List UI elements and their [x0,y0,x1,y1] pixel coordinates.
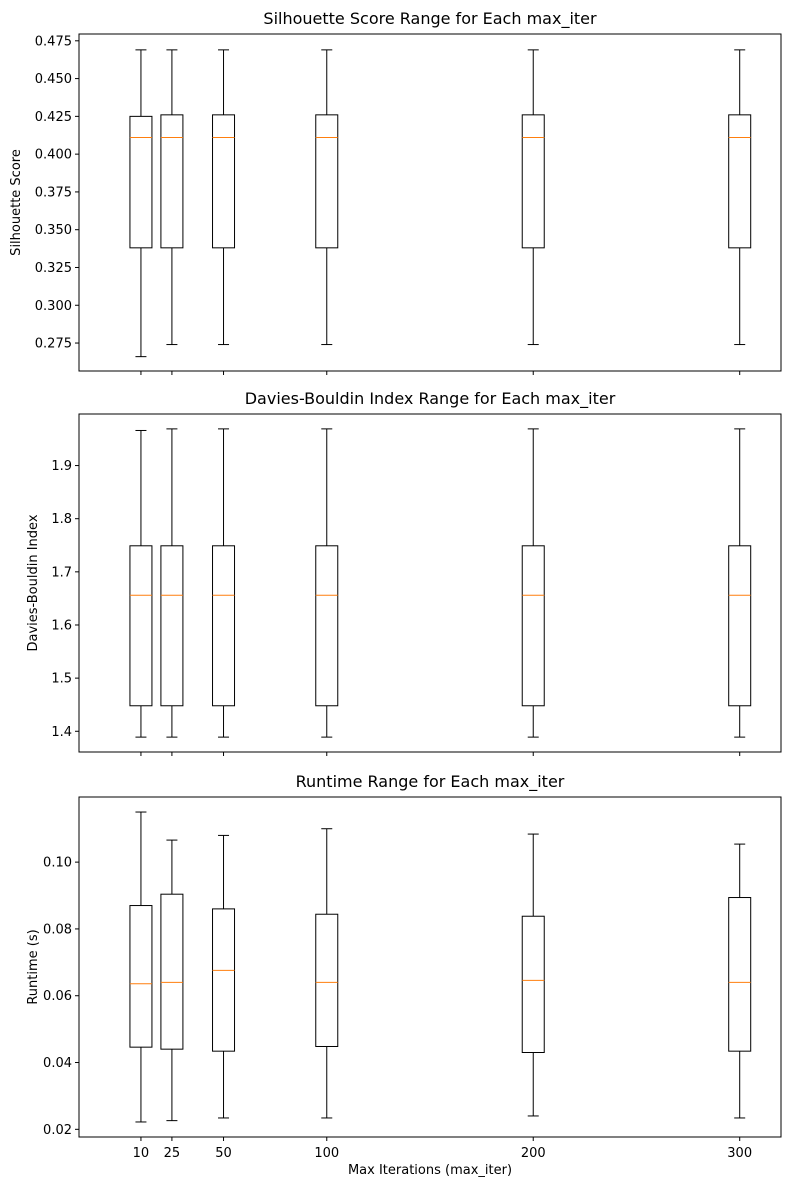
box-25 [160,428,184,738]
y-tick-label: 0.450 [35,72,72,87]
iqr-box [728,897,752,1052]
x-axis-label: Max Iterations (max_iter) [348,1163,512,1178]
iqr-box [129,545,153,707]
iqr-box [315,114,339,249]
plot-frame [78,796,782,1138]
y-tick-label: 0.325 [35,261,72,276]
y-tick-label: 0.275 [35,337,72,352]
iqr-box [521,545,545,707]
iqr-box [315,545,339,707]
x-tick-label: 100 [314,1146,339,1161]
iqr-box [160,114,184,249]
box-200 [521,833,545,1117]
box-200 [521,428,545,738]
box-200 [521,49,545,346]
panel-3: Runtime Range for Each max_iter Runtime (… [26,772,782,1178]
y-tick-label: 0.10 [43,856,72,871]
iqr-box [129,905,153,1048]
plot-frame [78,33,782,372]
x-tick-label: 300 [727,1146,752,1161]
iqr-box [160,893,184,1050]
y-tick-label: 1.7 [51,565,72,580]
panel-title: Davies-Bouldin Index Range for Each max_… [245,389,616,409]
box-10 [129,49,153,358]
y-tick-label: 0.06 [43,989,72,1004]
y-tick-label: 0.400 [35,148,72,163]
x-tick-label: 50 [215,1146,232,1161]
iqr-box [129,115,153,249]
box-300 [728,428,752,738]
iqr-box [521,915,545,1054]
box-50 [212,49,236,346]
plot-frame [78,413,782,753]
y-tick-label: 0.475 [35,34,72,49]
y-axis-label: Silhouette Score [9,149,24,256]
box-10 [129,429,153,738]
y-tick-label: 1.8 [51,512,72,527]
y-axis-label: Davies-Bouldin Index [26,514,41,651]
panel-title: Silhouette Score Range for Each max_iter [263,9,597,29]
box-10 [129,811,153,1123]
x-tick-label: 200 [521,1146,546,1161]
iqr-box [212,114,236,249]
panel-1: Silhouette Score Range for Each max_iter… [9,9,782,375]
iqr-box [315,913,339,1047]
y-tick-label: 0.425 [35,110,72,125]
iqr-box [521,114,545,249]
iqr-box [728,114,752,249]
box-300 [728,843,752,1119]
panel-2: Davies-Bouldin Index Range for Each max_… [26,389,782,756]
y-tick-label: 1.4 [51,725,72,740]
box-25 [160,49,184,346]
y-tick-label: 0.375 [35,185,72,200]
box-50 [212,834,236,1119]
box-100 [315,49,339,346]
box-100 [315,428,339,738]
x-tick-label: 10 [133,1146,150,1161]
iqr-box [728,545,752,707]
box-25 [160,839,184,1122]
y-axis-label: Runtime (s) [26,929,41,1004]
y-tick-label: 0.300 [35,299,72,314]
iqr-box [212,545,236,707]
y-tick-label: 0.02 [43,1123,72,1138]
box-100 [315,828,339,1119]
panel-title: Runtime Range for Each max_iter [296,772,565,792]
box-300 [728,49,752,346]
y-tick-label: 0.08 [43,922,72,937]
box-50 [212,428,236,738]
x-tick-label: 25 [164,1146,181,1161]
iqr-box [212,908,236,1052]
y-tick-label: 1.5 [51,672,72,687]
y-tick-label: 0.04 [43,1056,72,1071]
iqr-box [160,545,184,707]
y-tick-label: 1.9 [51,459,72,474]
y-tick-label: 1.6 [51,618,72,633]
y-tick-label: 0.350 [35,223,72,238]
